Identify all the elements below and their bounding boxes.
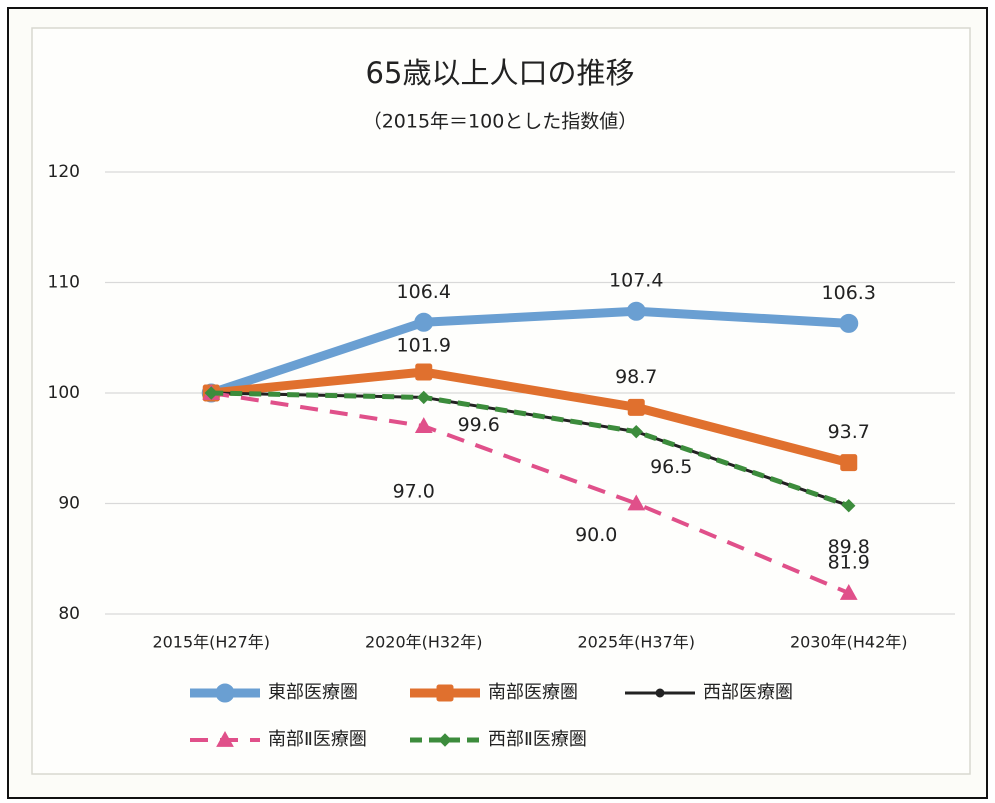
y-tick-label: 90 <box>58 494 80 514</box>
x-tick-label: 2030年(H42年) <box>790 633 908 652</box>
legend-marker <box>216 730 234 747</box>
y-tick-label: 80 <box>58 604 80 624</box>
x-tick-label: 2020年(H32年) <box>365 633 483 652</box>
data-point <box>204 386 218 400</box>
data-label: 93.7 <box>828 421 870 443</box>
legend-marker <box>438 733 452 747</box>
data-point <box>839 583 858 600</box>
series-line <box>210 367 850 467</box>
x-tick-label: 2015年(H27年) <box>152 633 270 652</box>
data-point <box>629 424 643 439</box>
legend-marker <box>655 688 665 698</box>
x-tick-label: 2025年(H37年) <box>577 633 695 652</box>
y-tick-label: 110 <box>48 273 80 293</box>
series-line <box>211 390 850 509</box>
data-label: 97.0 <box>393 481 435 503</box>
data-point <box>842 499 856 513</box>
data-label: 81.9 <box>828 552 870 574</box>
data-label: 89.8 <box>828 536 870 558</box>
legend-label: 西部医療圏 <box>703 682 793 703</box>
data-label: 99.6 <box>458 414 500 436</box>
legend-label: 南部医療圏 <box>488 682 578 703</box>
data-label: 90.0 <box>575 524 617 546</box>
legend-label: 西部Ⅱ医療圏 <box>488 729 587 750</box>
data-point <box>417 390 431 405</box>
data-label: 107.4 <box>609 270 663 292</box>
y-tick-label: 120 <box>48 162 80 182</box>
legend-label: 東部医療圏 <box>268 682 358 703</box>
data-point <box>839 313 859 333</box>
legend-marker <box>215 683 235 703</box>
data-label: 98.7 <box>615 366 657 388</box>
data-label: 106.4 <box>397 281 451 303</box>
data-point <box>414 312 434 332</box>
series-line <box>209 306 850 398</box>
data-point <box>840 454 858 472</box>
chart-area <box>31 27 971 775</box>
data-point <box>627 494 646 511</box>
series-line <box>210 391 850 595</box>
y-tick-label: 100 <box>48 383 80 403</box>
legend-marker <box>436 684 454 702</box>
data-point <box>414 417 433 434</box>
data-label: 96.5 <box>650 456 692 478</box>
legend-label: 南部Ⅱ医療圏 <box>268 729 367 750</box>
chart-title: 65歳以上人口の推移 <box>366 56 635 90</box>
data-label: 101.9 <box>397 335 451 357</box>
data-label: 106.3 <box>822 282 876 304</box>
data-point <box>415 363 433 381</box>
chart-subtitle: （2015年＝100とした指数値） <box>363 111 638 133</box>
data-point <box>626 301 646 321</box>
data-point <box>627 398 645 416</box>
